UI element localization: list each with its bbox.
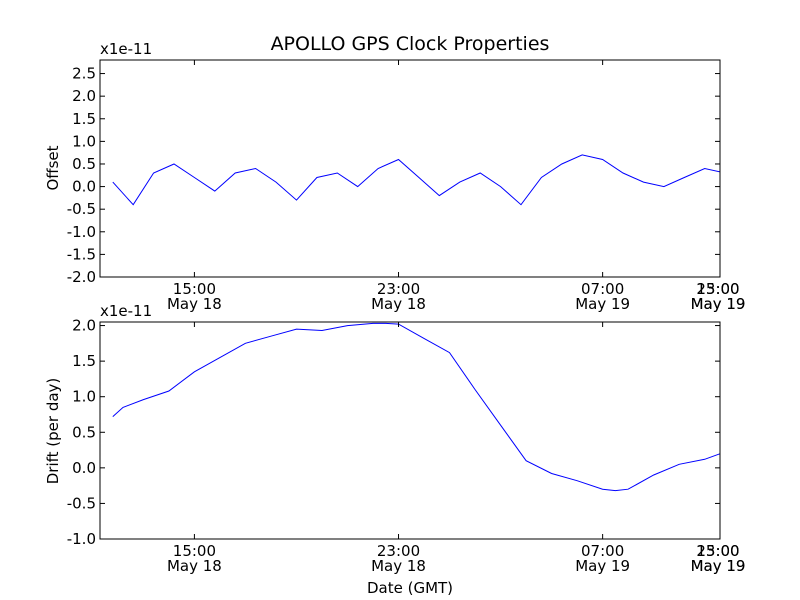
offset-axes-frame (99, 59, 721, 278)
drift-xtick-time-label: 15:00 (696, 542, 739, 560)
offset-ytick-label: 2.0 (72, 87, 96, 105)
drift-xtick-date-label: May 18 (371, 557, 426, 575)
offset-ytick-label: 1.0 (72, 132, 96, 150)
drift-xtick-date-label: May 19 (691, 557, 746, 575)
offset-panel: x1e-11 Offset -2.0 -1.5 -1.0 -0.5 0.0 0.5 1.0 1… (44, 40, 746, 313)
drift-xtick-time-label: 15:00 (173, 542, 216, 560)
offset-ylabel: Offset (44, 145, 62, 190)
drift-xlabel: Date (GMT) (367, 579, 453, 597)
drift-xtick-time-label: 07:00 (581, 542, 624, 560)
offset-ytick-label: 0.0 (72, 178, 96, 196)
drift-ylabel: Drift (per day) (44, 378, 62, 485)
drift-ytick-label: 2.0 (72, 317, 96, 335)
offset-xtick-date-label: May 18 (371, 295, 426, 313)
offset-xtick-date-label: May 19 (575, 295, 630, 313)
drift-ytick-label: 0.5 (72, 423, 96, 441)
offset-ytick-label: 2.5 (72, 65, 96, 83)
drift-multiplier: x1e-11 (100, 302, 152, 320)
offset-ytick-label: -1.0 (67, 223, 96, 241)
offset-xtick-date-label: May 19 (691, 295, 746, 313)
drift-xtick-date-label: May 18 (167, 557, 222, 575)
offset-xtick-time-label: 15:00 (173, 280, 216, 298)
drift-ytick-label: -0.5 (67, 494, 96, 512)
drift-xtick-date-label: May 19 (691, 557, 746, 575)
drift-xtick-time-label: 23:00 (377, 542, 420, 560)
offset-ytick-label: -2.0 (67, 268, 96, 286)
offset-xtick-time-label: 23:00 (696, 280, 739, 298)
offset-xtick-time-label: 07:00 (581, 280, 624, 298)
offset-multiplier: x1e-11 (100, 40, 152, 58)
offset-xtick-time-label: 15:00 (696, 280, 739, 298)
drift-xtick-time-label: 23:00 (696, 542, 739, 560)
offset-xtick-date-label: May 18 (167, 295, 222, 313)
offset-ytick-label: -0.5 (67, 200, 96, 218)
offset-ytick-label: 0.5 (72, 155, 96, 173)
offset-xtick-date-label: May 19 (691, 295, 746, 313)
offset-xtick-time-label: 23:00 (377, 280, 420, 298)
chart-title: APOLLO GPS Clock Properties (271, 33, 550, 55)
drift-ytick-label: 1.0 (72, 388, 96, 406)
drift-ytick-label: -1.0 (67, 530, 96, 548)
offset-ytick-label: 1.5 (72, 110, 96, 128)
drift-ytick-label: 1.5 (72, 352, 96, 370)
drift-ytick-label: 0.0 (72, 459, 96, 477)
offset-series-line (112, 154, 720, 206)
drift-panel: x1e-11 Drift (per day) Date (GMT) -1.0 -0… (44, 302, 746, 597)
drift-axes-frame (99, 321, 721, 540)
drift-series-line (112, 322, 720, 492)
offset-ytick-label: -1.5 (67, 245, 96, 263)
drift-xtick-date-label: May 19 (575, 557, 630, 575)
